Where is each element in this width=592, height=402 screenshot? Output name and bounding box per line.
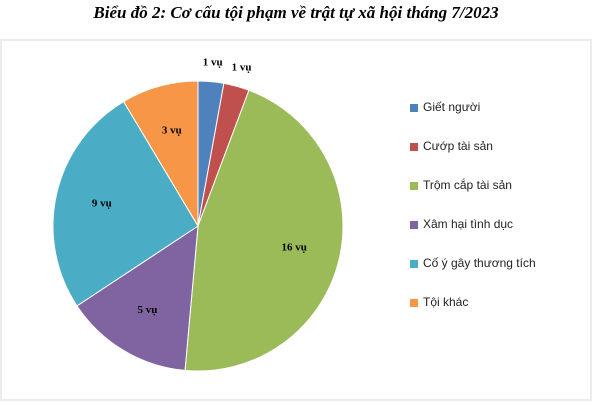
data-label: 3 vụ xyxy=(162,124,182,136)
legend-label: Tội khác xyxy=(423,295,468,309)
legend-marker xyxy=(410,299,418,307)
legend-label: Cố ý gây thương tích xyxy=(423,256,536,270)
legend-label: Giết người xyxy=(423,100,480,114)
data-label: 5 vụ xyxy=(137,304,157,316)
legend-marker xyxy=(410,182,418,190)
legend-marker xyxy=(410,260,418,268)
legend-marker xyxy=(410,221,418,229)
legend-label: Cướp tài sản xyxy=(423,139,493,153)
data-label: 1 vụ xyxy=(203,56,223,68)
data-label: 16 vụ xyxy=(281,241,306,253)
pie-slice xyxy=(122,80,199,228)
pie-slice xyxy=(76,225,199,371)
legend-label: Trộm cắp tài sản xyxy=(423,177,512,192)
chart-frame xyxy=(0,39,592,401)
pie-slice xyxy=(52,100,199,307)
pie-slice xyxy=(184,89,344,372)
legend-marker xyxy=(410,143,418,151)
legend-label: Xâm hại tình dục xyxy=(423,217,513,231)
data-label: 9 vụ xyxy=(92,198,112,210)
data-label: 1 vụ xyxy=(232,62,252,74)
chart-title: Biểu đồ 2: Cơ cấu tội phạm về trật tự xã… xyxy=(92,3,499,22)
legend-marker xyxy=(410,104,418,112)
